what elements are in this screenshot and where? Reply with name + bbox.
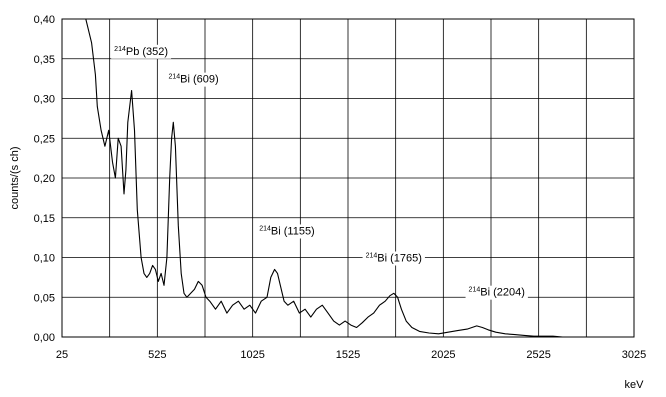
- annotation-background: [465, 285, 528, 300]
- x-axis-ticks: 25 525 1025 1525 2025 2525 3025: [56, 349, 646, 361]
- y-tick-label: 0,30: [34, 94, 55, 106]
- x-tick-label: 3025: [622, 349, 646, 361]
- peak-annotation: 214Bi (609): [165, 72, 222, 87]
- y-tick-label: 0,35: [34, 54, 55, 66]
- annotation-background: [362, 251, 425, 266]
- isotope-mass-number: 214: [259, 225, 271, 232]
- annotation-label: 214Bi (609): [168, 74, 218, 86]
- y-tick-label: 0,15: [34, 213, 55, 225]
- annotation-background: [165, 72, 222, 87]
- y-tick-label: 0,05: [34, 292, 55, 304]
- series-lines: [85, 18, 634, 338]
- annotation-text: Bi (1765): [377, 253, 422, 265]
- annotation-text: Bi (609): [180, 74, 219, 86]
- y-tick-label: 0,25: [34, 133, 55, 145]
- peak-annotation: 214Bi (2204): [465, 285, 528, 300]
- y-axis-ticks: 0,00 0,05 0,10 0,15 0,20 0,25 0,30 0,35 0,40: [34, 14, 55, 344]
- y-tick-label: 0,40: [34, 14, 55, 26]
- annotation-text: Bi (1155): [271, 225, 315, 237]
- x-tick-label: 525: [148, 349, 166, 361]
- x-tick-label: 2025: [431, 349, 455, 361]
- peak-annotation: 214Pb (352): [111, 44, 172, 59]
- annotation-background: [111, 44, 172, 59]
- y-axis-label: counts/(s ch): [9, 147, 21, 210]
- spectrum-line: [85, 18, 634, 338]
- x-tick-label: 1025: [240, 349, 264, 361]
- annotation-background: [256, 224, 318, 239]
- annotation-text: Bi (2204): [480, 287, 525, 299]
- isotope-mass-number: 214: [168, 74, 180, 81]
- grid: [61, 18, 635, 338]
- annotation-label: 214Bi (1765): [366, 253, 422, 265]
- y-tick-label: 0,00: [34, 332, 55, 344]
- plot-frame: [61, 18, 635, 338]
- x-tick-label: 2525: [526, 349, 550, 361]
- isotope-mass-number: 214: [469, 287, 481, 294]
- y-tick-label: 0,20: [34, 173, 55, 185]
- annotation-label: 214Bi (1155): [259, 225, 315, 237]
- isotope-mass-number: 214: [366, 253, 378, 260]
- y-tick-label: 0,10: [34, 253, 55, 265]
- annotations: 214Pb (352)214Bi (609)214Bi (1155)214Bi …: [111, 44, 528, 300]
- annotation-label: 214Bi (2204): [469, 287, 525, 299]
- annotation-label: 214Pb (352): [114, 46, 168, 58]
- isotope-mass-number: 214: [114, 46, 126, 53]
- annotation-text: Pb (352): [126, 46, 168, 58]
- x-tick-label: 25: [56, 349, 68, 361]
- peak-annotation: 214Bi (1155): [256, 224, 318, 239]
- peak-annotation: 214Bi (1765): [362, 251, 425, 266]
- x-axis-label: keV: [625, 379, 645, 391]
- x-tick-label: 1525: [336, 349, 360, 361]
